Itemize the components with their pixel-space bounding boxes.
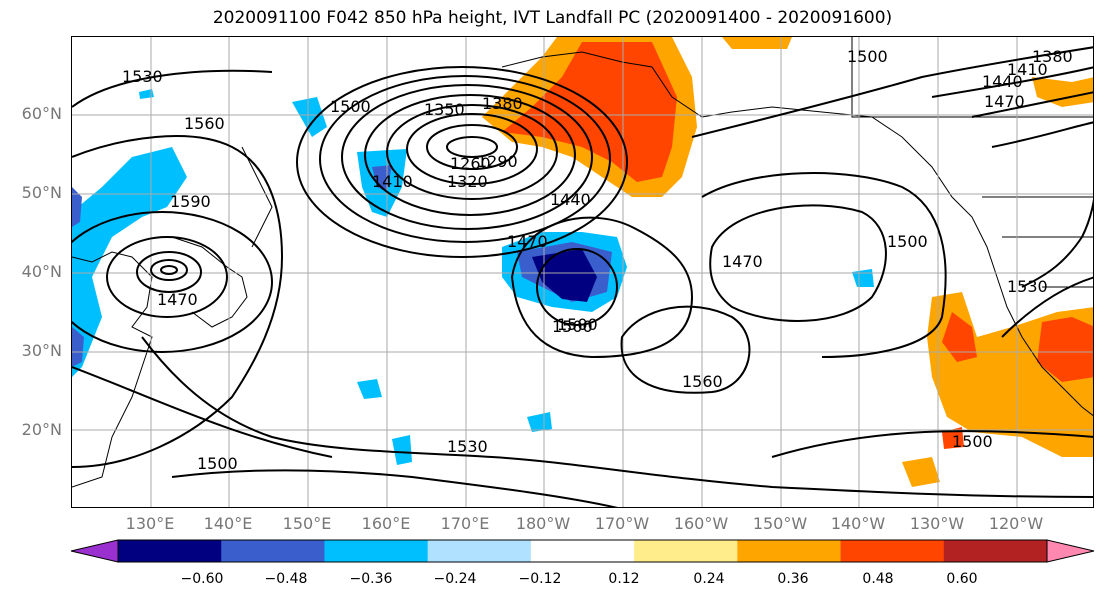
map-svg: 1530 1560 1590 1500 1350 1380 1410 1260 … <box>72 37 1093 507</box>
colorbar-extend-low <box>71 540 118 562</box>
contour-label: 1290 <box>477 152 518 171</box>
colorbar-tick: 0.24 <box>693 571 725 587</box>
colorbar-segment <box>840 540 945 562</box>
contour-label: 1500 <box>952 432 993 451</box>
contour-label: 1530 <box>1007 277 1048 296</box>
colorbar-tick: −0.60 <box>180 571 224 587</box>
lat-label: 40°N <box>21 262 62 281</box>
lon-label: 120°W <box>988 514 1044 533</box>
colorbar-segment <box>221 540 325 562</box>
colorbar-tick: −0.36 <box>349 571 393 587</box>
lon-label: 170°E <box>440 514 490 533</box>
contour-label: 1530 <box>122 67 163 86</box>
colorbar-tick: 0.48 <box>862 571 894 587</box>
colorbar-segment <box>530 540 635 562</box>
contour-label: 1260 <box>450 154 491 173</box>
lon-label: 160°E <box>361 514 411 533</box>
colorbar-segment <box>427 540 532 562</box>
ivt-shading <box>72 37 1093 487</box>
colorbar-tick: −0.24 <box>433 571 477 587</box>
contour-label: 1320 <box>447 172 488 191</box>
contour-label: 1560 <box>682 372 723 391</box>
colorbar <box>70 539 1095 563</box>
colorbar-tick: −0.12 <box>518 571 562 587</box>
lon-label: 150°W <box>752 514 808 533</box>
contour-label: 1500 <box>847 47 888 66</box>
contour-label: 1380 <box>1032 47 1073 66</box>
lat-label: 50°N <box>21 183 62 202</box>
lon-label: 130°E <box>125 514 175 533</box>
contour-label: 1470 <box>722 252 763 271</box>
contour-label: 1440 <box>982 72 1023 91</box>
contour-labels: 1530 1560 1590 1500 1350 1380 1410 1260 … <box>122 47 1073 473</box>
colorbar-segment <box>118 540 222 562</box>
lon-label: 160°W <box>673 514 729 533</box>
map-title: 2020091100 F042 850 hPa height, IVT Land… <box>212 8 893 28</box>
colorbar-segment <box>324 540 429 562</box>
lat-label: 20°N <box>21 420 62 439</box>
colorbar-tick: 0.36 <box>777 571 809 587</box>
contour-label: 1500 <box>330 97 371 116</box>
lon-label: 140°W <box>830 514 886 533</box>
contour-label: 1440 <box>550 190 591 209</box>
contour-label: 1560 <box>184 114 225 133</box>
lon-label: 170°W <box>594 514 650 533</box>
contour-label: 1590 <box>170 192 211 211</box>
contour-label: 1410 <box>372 172 413 191</box>
lat-label: 60°N <box>21 104 62 123</box>
contour-label: 1470 <box>507 232 548 251</box>
contour-label: 1500 <box>887 232 928 251</box>
coastlines <box>72 37 1093 488</box>
contour-label: 1530 <box>447 437 488 456</box>
contour-label: 1470 <box>984 92 1025 111</box>
colorbar-segment <box>737 540 842 562</box>
colorbar-tick: 0.60 <box>946 571 978 587</box>
colorbar-tick: 0.12 <box>608 571 640 587</box>
height-contours <box>72 46 1093 507</box>
contour-label: 1380 <box>482 94 523 113</box>
contour-label: 1500 <box>197 454 238 473</box>
lat-label: 30°N <box>21 341 62 360</box>
contour-label: 1500 <box>552 317 593 336</box>
lon-label: 180°W <box>515 514 571 533</box>
colorbar-extend-high <box>1047 540 1094 562</box>
contour-label: 1500 <box>557 315 598 334</box>
colorbar-segment <box>943 540 1048 562</box>
lon-label: 140°E <box>203 514 253 533</box>
contour-label: 1470 <box>157 290 198 309</box>
lon-label: 130°W <box>909 514 965 533</box>
contour-label: 1410 <box>1007 60 1048 79</box>
colorbar-segment <box>634 540 738 562</box>
colorbar-tick: −0.48 <box>264 571 308 587</box>
map-panel: 1530 1560 1590 1500 1350 1380 1410 1260 … <box>71 36 1094 508</box>
contour-label: 1350 <box>424 100 465 119</box>
lon-label: 150°E <box>282 514 332 533</box>
